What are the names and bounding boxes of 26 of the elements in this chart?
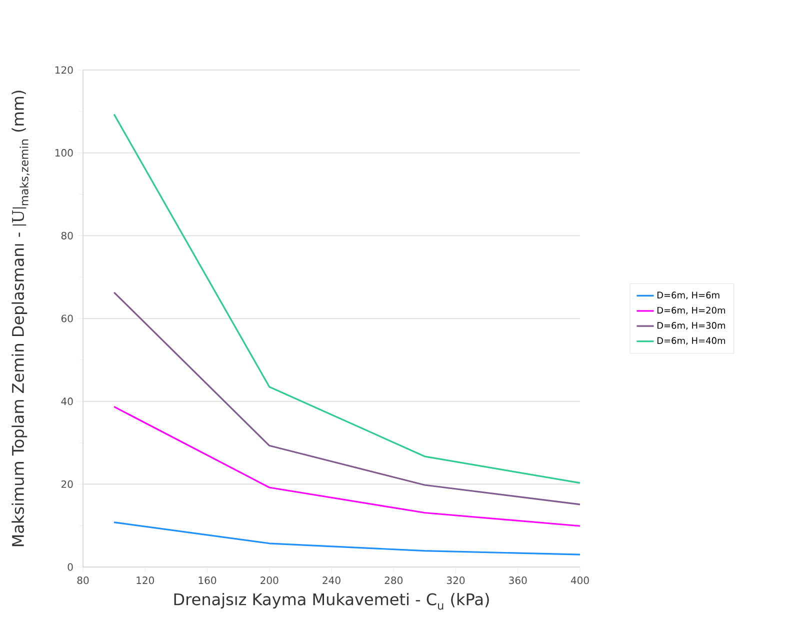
y-axis-title: $\text{Maksimum Toplam Zemin Deplasmanı - }|\mathrm{U}|_{\text{maks,zemin}}\text{ (mm)}$ — [12, 90, 30, 546]
x-tick-label: 160 — [198, 576, 216, 584]
y-tick-label: 120 — [55, 66, 73, 74]
x-tick-label: 120 — [136, 576, 154, 584]
x-axis-title: Drenajsız Kayma Mukavemeti - C$_{u}$ (kPa) — [174, 592, 489, 610]
y-tick-label: 20 — [61, 480, 73, 488]
x-tick-label: 200 — [260, 576, 278, 584]
legend-label: D=6m, H=30m — [657, 322, 726, 330]
x-tick-label: 280 — [384, 576, 403, 584]
line-series — [113, 521, 580, 556]
x-tick-label: 240 — [322, 576, 340, 584]
y-tick-label: 60 — [61, 314, 73, 322]
legend-label: D=6m, H=20m — [657, 306, 726, 315]
y-tick-label: 40 — [61, 398, 73, 406]
line-series — [113, 292, 580, 506]
line-series — [113, 406, 580, 527]
line-series — [113, 114, 580, 484]
legend-label: D=6m, H=6m — [657, 292, 720, 300]
x-tick-label: 360 — [509, 576, 527, 584]
x-tick-label: 80 — [77, 576, 89, 584]
y-tick-label: 80 — [61, 232, 73, 240]
x-tick-label: 400 — [570, 576, 589, 584]
y-tick-label: 100 — [55, 149, 73, 157]
legend-label: D=6m, H=40m — [657, 337, 726, 345]
y-tick-label: 0 — [68, 563, 73, 571]
x-tick-label: 320 — [446, 576, 465, 584]
